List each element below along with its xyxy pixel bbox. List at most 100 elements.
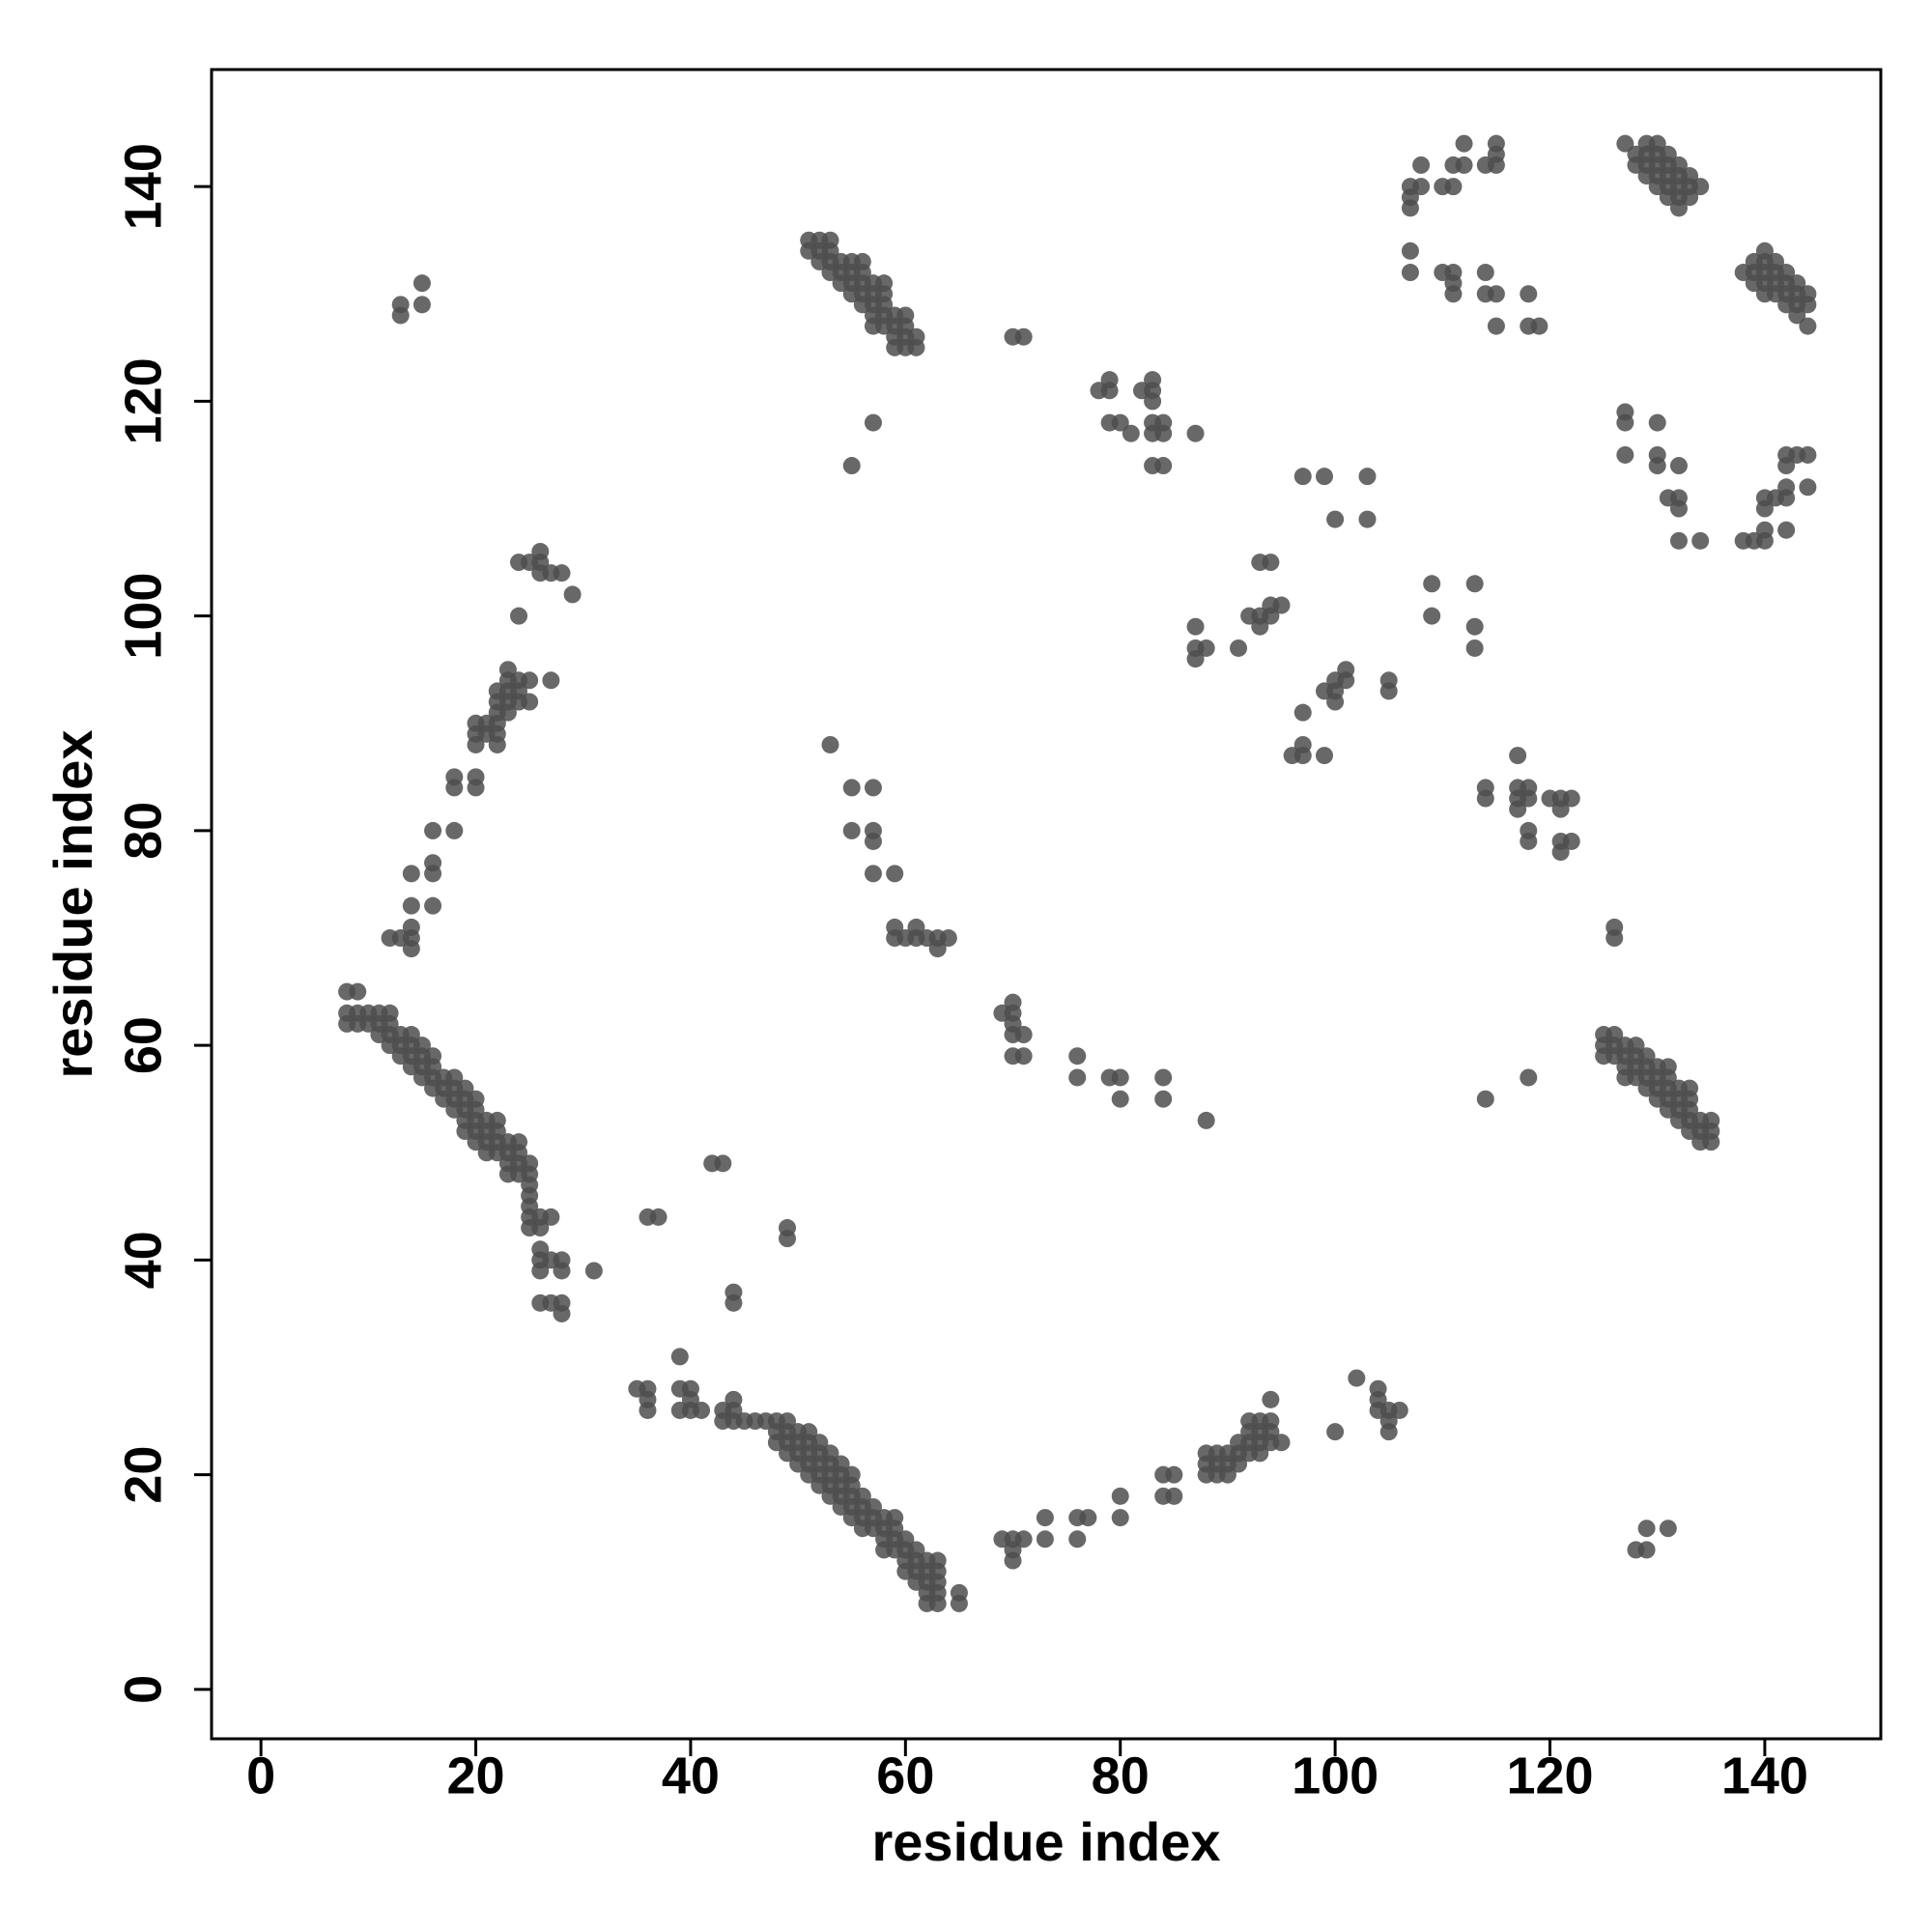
point [1616,403,1634,421]
point [886,865,904,883]
point [842,1465,861,1484]
point [1444,264,1463,282]
point [1316,468,1333,486]
point [584,1262,603,1280]
point [1476,779,1494,797]
point [1068,1047,1087,1065]
point [445,1068,464,1087]
x-tick-label: 100 [1292,1747,1378,1804]
point [1401,264,1419,282]
point [1293,735,1312,753]
point [1111,1090,1129,1108]
point [1412,156,1431,174]
point [488,1111,506,1129]
point [886,1509,904,1527]
point [1691,531,1710,550]
point [853,252,871,270]
point [670,1348,689,1366]
point [1799,285,1817,303]
point [1014,1530,1033,1548]
point [1111,1487,1129,1505]
point [1767,252,1785,270]
x-tick-label: 80 [1092,1747,1150,1804]
y-axis-label: residue index [43,729,103,1078]
x-tick-label: 20 [447,1747,505,1804]
point [1616,134,1634,153]
point [1337,661,1355,679]
point [1111,413,1129,432]
point [521,671,539,690]
point [779,1219,797,1237]
point [1681,167,1699,185]
point [1788,274,1806,293]
point [875,274,894,293]
point [1777,478,1796,497]
point [521,1154,539,1173]
point [1520,285,1538,303]
point [693,1401,711,1419]
point [1079,1509,1097,1527]
point [842,457,861,475]
point [467,768,485,786]
point [832,1455,850,1473]
point [950,1583,968,1602]
point [1562,832,1580,850]
point [391,296,410,314]
point [1605,918,1624,936]
point [1186,424,1205,442]
point [896,306,915,325]
point [1036,1530,1054,1548]
point [1509,747,1527,765]
point [424,1047,442,1065]
point [1036,1509,1054,1527]
point [498,661,517,679]
point [1465,575,1484,593]
point [1272,1434,1291,1452]
point [542,1208,560,1226]
point [553,1293,571,1312]
point [424,821,442,839]
point [1669,489,1688,507]
point [649,1208,668,1226]
point [1390,1401,1408,1419]
point [1401,242,1419,260]
point [1122,424,1140,442]
point [402,1026,420,1044]
point [424,896,442,915]
point [1648,445,1666,464]
point [510,1133,528,1151]
point [1487,285,1505,303]
point [1111,1068,1129,1087]
point [1165,1487,1183,1505]
point [563,585,582,604]
point [553,564,571,582]
point [1293,703,1312,722]
point [1520,779,1538,797]
point [1326,510,1345,528]
point [1465,617,1484,636]
point [1637,1047,1656,1065]
point [724,1390,743,1408]
point [1014,1047,1033,1065]
point [1197,639,1215,657]
x-tick-label: 40 [662,1747,720,1804]
point [1111,1509,1129,1527]
point [1014,1026,1033,1044]
point [1755,521,1774,539]
point [1659,1058,1677,1076]
point [349,982,367,1001]
point [412,1037,431,1055]
point [907,327,925,346]
point [1230,639,1248,657]
point [1326,1423,1345,1441]
x-tick-label: 60 [876,1747,934,1804]
point [1379,671,1398,690]
y-tick-label: 140 [114,143,172,230]
point [1616,445,1634,464]
point [1487,317,1505,335]
point [1659,145,1677,163]
point [412,274,431,293]
point [1412,178,1431,196]
point [445,821,464,839]
point [424,854,442,872]
